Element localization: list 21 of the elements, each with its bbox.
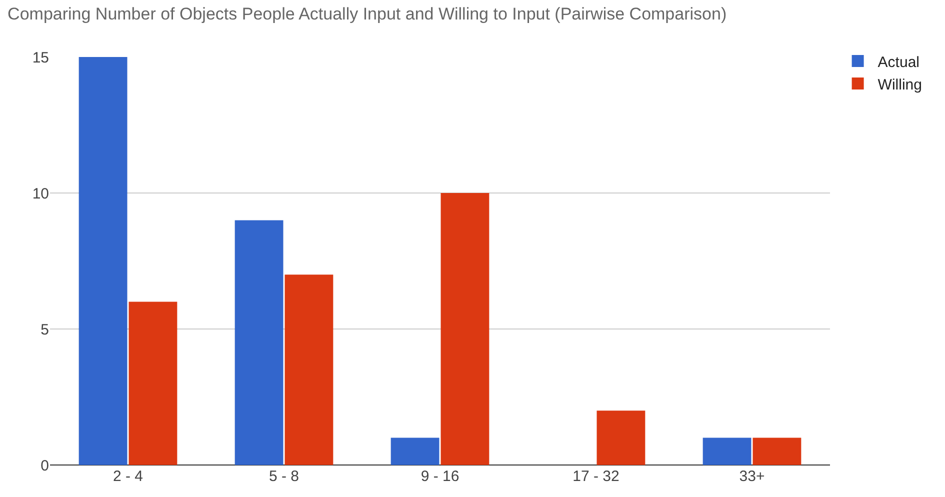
bar <box>128 302 178 465</box>
x-tick-label: 2 - 4 <box>112 468 144 485</box>
y-tick-label: 0 <box>40 457 49 474</box>
bar <box>702 438 752 465</box>
x-tick-label: 17 - 32 <box>572 468 620 485</box>
y-tick-label: 10 <box>32 185 49 202</box>
bar <box>284 274 334 465</box>
bar <box>78 57 128 465</box>
x-tick-label: 9 - 16 <box>420 468 460 485</box>
bar <box>596 410 646 465</box>
x-tick-label: 5 - 8 <box>268 468 300 485</box>
y-tick-label: 5 <box>40 321 49 338</box>
x-tick-label: 33+ <box>739 468 765 485</box>
bar <box>390 438 440 465</box>
bar <box>440 193 490 465</box>
legend-label: Willing <box>878 76 922 94</box>
bar <box>752 438 802 465</box>
chart-title: Comparing Number of Objects People Actually Input and Willing to Input (Pairwise Comparison) <box>8 4 727 24</box>
y-tick-label: 15 <box>32 49 49 66</box>
legend-label: Actual <box>878 54 920 71</box>
bar <box>234 220 284 465</box>
